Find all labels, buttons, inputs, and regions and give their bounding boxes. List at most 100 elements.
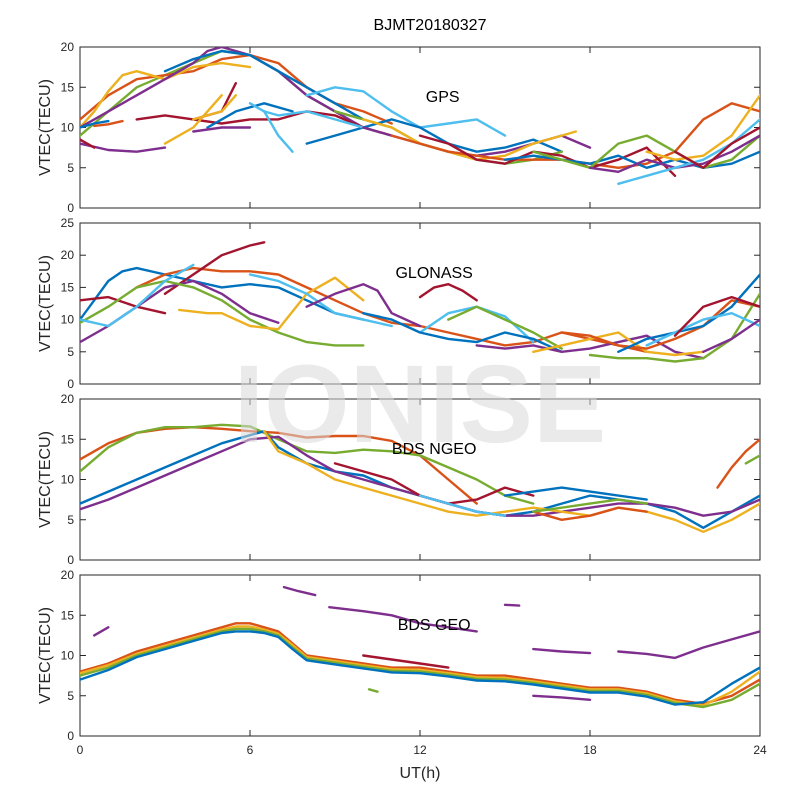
series-line-purple <box>328 606 478 633</box>
series-group <box>80 585 760 709</box>
series-line-orange <box>532 506 648 521</box>
series-line-purple <box>532 694 592 701</box>
series-line-yellow <box>645 94 760 161</box>
series-line-blue <box>80 630 760 706</box>
y-tick-label: 25 <box>61 216 75 230</box>
series-line-red <box>163 241 266 295</box>
series-line-orange <box>93 119 124 128</box>
series-line-red <box>673 295 760 337</box>
panel-label: BDS NGEO <box>392 441 476 458</box>
x-tick-label: 18 <box>583 743 597 757</box>
y-tick-label: 15 <box>61 608 75 622</box>
y-tick-label: 10 <box>61 649 75 663</box>
y-axis-label: VTEC(TECU) <box>37 431 54 528</box>
series-line-green <box>447 305 563 350</box>
x-tick-label: 12 <box>413 743 427 757</box>
series-line-green <box>80 627 760 709</box>
series-line-green <box>367 688 379 693</box>
series-group <box>80 47 760 185</box>
series-line-purple <box>503 603 521 607</box>
y-axis-label: VTEC(TECU) <box>37 607 54 704</box>
y-tick-label: 5 <box>67 161 74 175</box>
series-line-blue <box>80 119 110 129</box>
series-line-orange <box>560 299 760 350</box>
panel-2: 0 5 10 15 20 VTEC(TECU) BDS NGEO <box>37 392 761 567</box>
series-line-green <box>80 279 365 347</box>
y-axis-label: VTEC(TECU) <box>37 79 54 176</box>
series-line-orange <box>716 438 760 489</box>
y-tick-label: 20 <box>61 40 75 54</box>
y-axis-label: VTEC(TECU) <box>37 255 54 352</box>
series-line-blue <box>206 102 294 129</box>
y-tick-label: 0 <box>67 201 74 215</box>
series-line-yellow <box>192 94 237 121</box>
panel-1: 0 5 10 15 20 25 VTEC(TECU) GLONASS <box>37 216 761 391</box>
y-tick-label: 0 <box>67 377 74 391</box>
y-tick-label: 10 <box>61 473 75 487</box>
series-line-cyan <box>305 86 507 137</box>
series-line-red <box>673 126 760 169</box>
y-tick-label: 0 <box>67 729 74 743</box>
series-line-green <box>744 454 760 465</box>
series-line-purple <box>80 47 365 129</box>
series-line-blue <box>617 273 760 353</box>
y-tick-label: 20 <box>61 568 75 582</box>
series-line-blue <box>362 312 563 353</box>
series-line-red <box>362 654 450 669</box>
series-line-red <box>80 138 96 149</box>
series-line-red <box>135 110 393 137</box>
panel-label: BDS GEO <box>398 617 471 634</box>
panel-label: GLONASS <box>395 265 472 282</box>
series-line-purple <box>192 126 252 133</box>
x-tick-label: 0 <box>77 743 84 757</box>
x-axis-label: UT(h) <box>400 765 441 782</box>
series-line-orange <box>80 622 760 705</box>
series-line-purple <box>282 585 317 597</box>
panel-0: 0 5 10 15 20 VTEC(TECU) GPS <box>37 40 761 215</box>
series-line-yellow <box>163 94 223 145</box>
panel-3: 0 5 10 15 20 0 6 12 18 24 VTEC(TECU) BDS GEO <box>37 568 767 757</box>
series-line-purple <box>475 334 705 360</box>
series-line-purple <box>305 283 422 328</box>
y-tick-label: 10 <box>61 313 75 327</box>
series-line-red <box>418 134 677 177</box>
series-line-blue <box>503 150 760 169</box>
series-line-green <box>80 423 535 505</box>
y-tick-label: 15 <box>61 80 75 94</box>
panels-group: 0 5 10 15 20 VTEC(TECU) GPS 0 5 10 15 20 25 VTEC(TECU… <box>37 40 767 757</box>
y-tick-label: 5 <box>67 513 74 527</box>
y-tick-label: 20 <box>61 392 75 406</box>
series-line-blue <box>305 118 563 153</box>
series-line-green <box>532 134 760 169</box>
series-line-green <box>532 498 648 513</box>
series-line-yellow <box>178 276 365 331</box>
series-line-red <box>418 283 478 302</box>
series-line-purple <box>617 630 760 660</box>
series-line-cyan <box>80 263 195 328</box>
plot-area-frame <box>79 574 761 737</box>
series-line-yellow <box>80 61 252 129</box>
panel-label: GPS <box>426 89 460 106</box>
series-line-yellow <box>532 331 705 357</box>
series-line-yellow <box>263 430 760 533</box>
y-tick-label: 5 <box>67 345 74 359</box>
plot-area-frame <box>79 398 761 561</box>
series-line-yellow <box>80 625 760 707</box>
series-line-cyan <box>248 102 294 153</box>
series-line-purple <box>702 318 760 353</box>
series-line-purple <box>532 647 592 655</box>
series-group <box>80 423 760 533</box>
series-group <box>80 241 760 363</box>
y-tick-label: 15 <box>61 280 75 294</box>
y-tick-label: 15 <box>61 432 75 446</box>
series-line-cyan <box>645 312 760 347</box>
series-line-cyan <box>248 273 393 328</box>
series-line-purple <box>93 626 110 637</box>
watermark-text: IONISE <box>234 343 607 466</box>
chart-title: BJMT20180327 <box>374 17 487 34</box>
series-line-cyan <box>418 494 507 517</box>
series-line-blue <box>163 49 365 121</box>
series-line-cyan <box>263 110 365 129</box>
x-tick-label: 6 <box>247 743 254 757</box>
